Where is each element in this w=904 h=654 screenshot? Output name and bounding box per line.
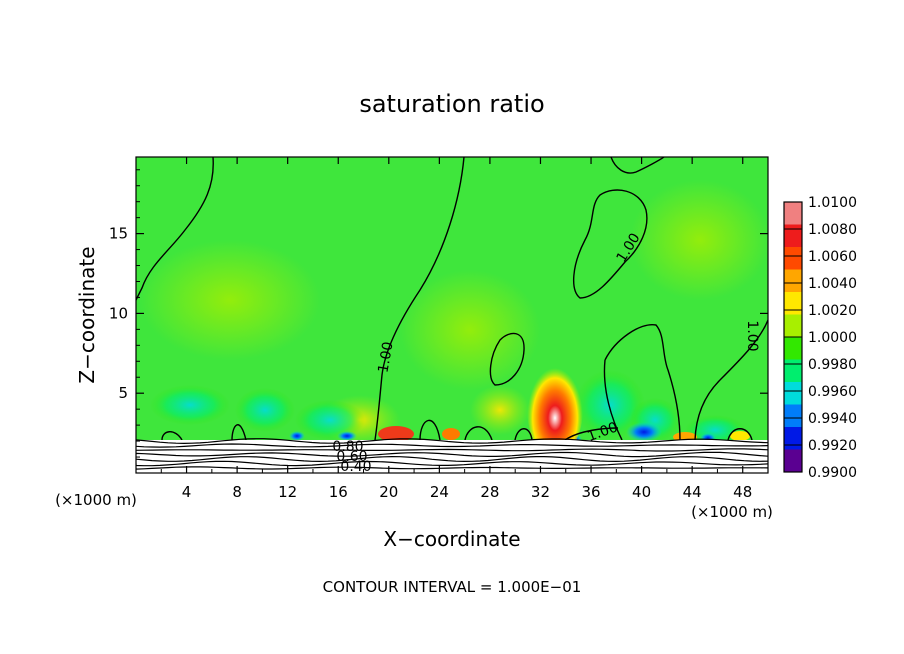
x-tick-label: 32	[531, 483, 550, 501]
contour-line	[136, 157, 214, 301]
colorbar-label: 1.0040	[808, 276, 857, 292]
contour-lines-1-00	[136, 157, 768, 441]
ground-contour-lines	[136, 438, 768, 470]
colorbar-label: 0.9980	[808, 357, 857, 373]
colorbar-label: 0.9960	[808, 384, 857, 400]
contour-line	[564, 427, 619, 441]
heatmap-blue-spot	[626, 422, 662, 442]
contour-interval-note: CONTOUR INTERVAL = 1.000E−01	[323, 578, 582, 596]
colorbar-label: 0.9900	[808, 465, 857, 481]
colorbar-swatch	[784, 224, 802, 248]
contour-line	[419, 419, 441, 441]
colorbar-swatch	[784, 359, 802, 383]
x-tick-label: 48	[733, 483, 752, 501]
colorbar-label: 1.0100	[808, 195, 857, 211]
x-tick-label: 44	[683, 483, 702, 501]
colorbar-swatch	[784, 427, 802, 450]
colorbar-swatch	[784, 292, 802, 315]
x-tick-label: 12	[278, 483, 297, 501]
ground-contour-line	[136, 466, 768, 470]
heatmap-light-patch	[470, 385, 530, 435]
contour-line	[604, 324, 681, 441]
ground-contour-line	[136, 455, 768, 463]
x-unit-right: (×1000 m)	[691, 503, 773, 521]
heatmap-red-plume	[527, 358, 583, 458]
x-axis-label: X−coordinate	[383, 527, 520, 551]
ground-contour-line	[136, 448, 768, 452]
contour-label: 0.60	[336, 449, 367, 465]
colorbar-swatch	[784, 314, 802, 338]
contour-line	[727, 428, 753, 441]
heatmap-blue-spot	[289, 431, 305, 441]
heatmap-yellow-spot	[730, 431, 750, 441]
colorbar-swatch	[784, 247, 802, 270]
heatmap-cyan-patch	[685, 415, 745, 445]
colorbar-label: 1.0000	[808, 330, 857, 346]
x-tick-label: 16	[329, 483, 348, 501]
ground-contour-line	[136, 460, 768, 467]
y-axis-label: Z−coordinate	[75, 246, 99, 383]
y-axis-ticks: 5 10 15	[109, 169, 768, 458]
ground-contour-line	[136, 451, 768, 458]
contour-line	[514, 428, 533, 441]
ground-contour-line	[136, 438, 768, 445]
contour-line	[374, 157, 465, 441]
heatmap-blue-spot	[337, 431, 357, 441]
x-tick-label: 4	[182, 483, 192, 501]
x-tick-label: 40	[632, 483, 651, 501]
contour-label: 0.80	[332, 439, 363, 455]
plot-frame	[135, 156, 769, 474]
contour-line	[161, 431, 183, 441]
heatmap-red-spot	[378, 426, 414, 442]
heatmap-cyan-patch	[235, 388, 295, 432]
contour-line	[572, 189, 648, 299]
colorbar-swatch	[784, 449, 802, 473]
x-tick-label: 24	[430, 483, 449, 501]
heatmap-cyan-patch	[150, 385, 230, 425]
colorbar-swatch	[784, 269, 802, 293]
colorbar: 1.0100 1.0080 1.0060 1.0040 1.0020 1.0000 0.99…	[783, 195, 857, 481]
colorbar-swatch	[784, 337, 802, 360]
colorbar-label: 1.0060	[808, 249, 857, 265]
contour-label: 1.00	[744, 320, 760, 351]
y-tick-label: 5	[118, 384, 128, 402]
contour-line	[231, 424, 247, 441]
colorbar-label: 0.9920	[808, 438, 857, 454]
x-tick-label: 8	[232, 483, 242, 501]
contour-label: 1.00	[375, 341, 396, 374]
x-tick-label: 36	[581, 483, 600, 501]
colorbar-swatch	[784, 404, 802, 428]
colorbar-label: 0.9940	[808, 411, 857, 427]
colorbar-swatch	[784, 382, 802, 405]
ground-contour-line	[136, 443, 768, 448]
contour-line	[489, 332, 525, 386]
y-tick-label: 10	[109, 304, 128, 322]
chart-title: saturation ratio	[359, 90, 544, 118]
heatmap-cyan-patch	[575, 370, 645, 440]
x-tick-label: 20	[379, 483, 398, 501]
contour-line	[610, 157, 665, 174]
contour-line	[464, 426, 493, 441]
heatmap-light-patch	[140, 240, 320, 360]
heatmap-red-spot	[442, 428, 460, 440]
y-tick-label: 15	[109, 225, 128, 243]
heatmap-field	[136, 157, 768, 473]
x-unit-left: (×1000 m)	[55, 491, 137, 509]
contour-line	[694, 319, 768, 441]
heatmap-cyan-patch	[295, 400, 365, 440]
x-axis-ticks: 4 8 12 16 20 24 28 32 36 40 44 48	[160, 157, 752, 501]
heatmap-light-patch	[400, 270, 540, 390]
contour-line	[603, 359, 623, 441]
colorbar-swatch	[784, 202, 802, 225]
colorbar-label: 1.0020	[808, 303, 857, 319]
heatmap-light-patch	[630, 180, 768, 300]
x-tick-label: 28	[480, 483, 499, 501]
colorbar-label: 1.0080	[808, 222, 857, 238]
